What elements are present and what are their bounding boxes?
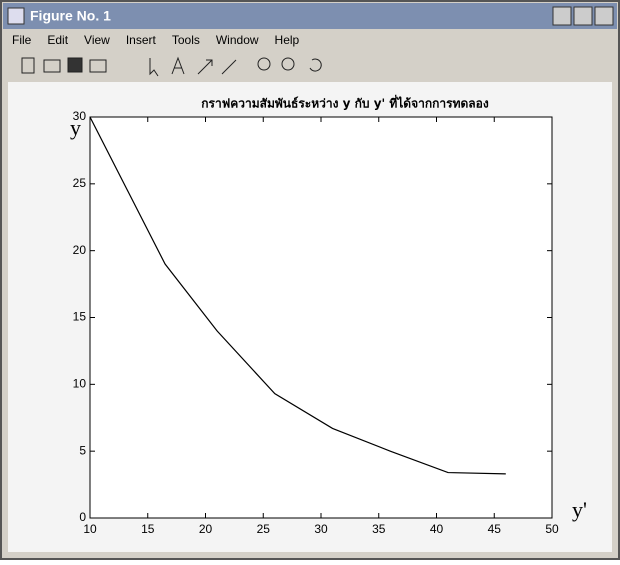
menu-item[interactable]: Edit [47,33,68,47]
window-icon [8,8,24,24]
minimize-button[interactable] [553,7,571,25]
y-tick-label: 15 [73,310,87,324]
x-axis-label: y' [572,497,587,522]
x-tick-label: 40 [430,522,444,536]
x-tick-label: 50 [545,522,559,536]
y-tick-label: 10 [73,377,87,391]
maximize-button[interactable] [574,7,592,25]
menu-item[interactable]: Help [275,33,300,47]
y-tick-label: 25 [73,176,87,190]
chart-title: กราฟความสัมพันธ์ระหว่าง y กับ y' ที่ได้จ… [201,95,489,111]
menu-item[interactable]: Window [216,33,259,47]
menu-item[interactable]: View [84,33,110,47]
x-tick-label: 45 [488,522,502,536]
axes-box [90,117,552,518]
x-tick-label: 15 [141,522,155,536]
x-tick-label: 10 [83,522,97,536]
menu-item[interactable]: Tools [172,33,200,47]
x-tick-label: 35 [372,522,386,536]
figure-window: Figure No. 1 File Edit View Insert Tools Wind… [0,0,620,560]
close-button[interactable] [595,7,613,25]
y-tick-label: 0 [79,510,86,524]
save-icon[interactable] [68,58,82,72]
menu-bar: File Edit View Insert Tools Window Help [12,33,300,47]
menu-item[interactable]: Insert [126,33,157,47]
x-tick-label: 20 [199,522,213,536]
window-title: Figure No. 1 [30,8,111,24]
y-tick-label: 5 [79,443,86,457]
menu-item[interactable]: File [12,33,32,47]
y-tick-label: 30 [73,109,87,123]
x-tick-label: 30 [314,522,328,536]
y-tick-label: 20 [73,243,87,257]
x-tick-label: 25 [257,522,271,536]
